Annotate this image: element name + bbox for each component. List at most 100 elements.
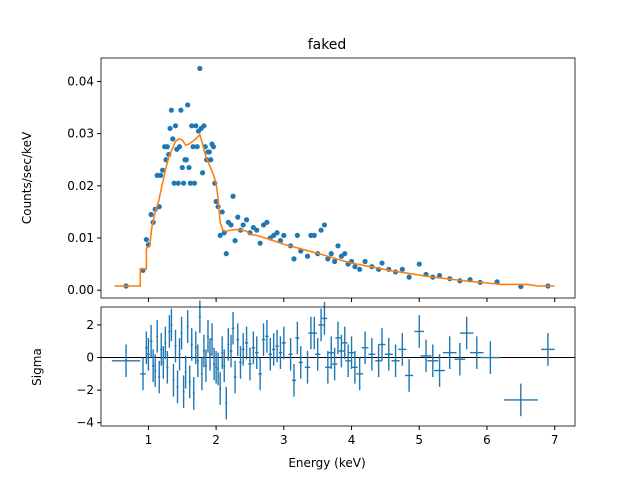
data-point: [210, 144, 217, 150]
data-point: [223, 251, 229, 257]
residual-point: [345, 344, 351, 378]
data-point: [183, 157, 189, 163]
residual-point: [295, 321, 300, 355]
residual-point: [454, 342, 466, 376]
residual-point: [215, 351, 218, 384]
data-point: [199, 170, 206, 176]
residual-point: [361, 331, 369, 365]
bottom-y-axis-label: Sigma: [30, 348, 44, 386]
y-tick-label: 0.04: [67, 74, 94, 88]
residual-point: [541, 333, 555, 366]
residual-point: [225, 386, 228, 420]
residual-point: [180, 316, 183, 350]
residual-point: [217, 352, 220, 386]
y-tick-label: 0.00: [67, 283, 94, 297]
y-tick-label: −4: [76, 416, 94, 430]
residual-point: [198, 300, 201, 334]
residual-point: [258, 357, 262, 391]
model-line: [114, 133, 555, 287]
data-point: [304, 253, 311, 259]
data-point: [335, 243, 341, 249]
residual-point: [321, 302, 328, 335]
data-point: [157, 172, 164, 178]
data-point: [193, 123, 199, 129]
residual-point: [233, 360, 237, 394]
residual-point: [174, 329, 177, 363]
data-point: [187, 180, 193, 186]
residual-point: [278, 336, 283, 369]
residual-point: [166, 351, 169, 384]
data-point: [399, 266, 405, 272]
data-point: [189, 123, 195, 129]
residual-point: [375, 344, 383, 378]
residual-point: [202, 334, 205, 368]
x-tick-label: 7: [551, 433, 559, 447]
data-point: [342, 251, 348, 257]
data-point: [328, 251, 334, 257]
residual-point: [196, 344, 199, 378]
y-tick-label: 2: [86, 318, 94, 332]
residual-point: [251, 331, 256, 365]
data-point: [416, 261, 422, 267]
residual-point: [178, 337, 181, 371]
residual-point: [241, 333, 245, 366]
residual-point: [248, 347, 252, 381]
data-point: [168, 107, 175, 113]
residual-point: [342, 326, 348, 360]
data-point: [194, 144, 200, 150]
data-point: [148, 211, 154, 218]
data-point: [197, 65, 203, 72]
data-point: [240, 222, 246, 228]
residual-point: [275, 329, 279, 363]
residual-point: [304, 351, 311, 384]
x-tick-label: 2: [212, 433, 220, 447]
data-point: [243, 217, 250, 223]
residual-point: [331, 347, 338, 381]
spectrum-axes: 0.00 0.01 0.02 0.03 0.04: [67, 57, 576, 302]
data-point: [181, 180, 187, 186]
residual-point: [206, 320, 210, 353]
data-point: [325, 256, 331, 262]
data-point: [362, 258, 368, 265]
residual-point: [398, 333, 407, 366]
residual-point: [204, 349, 207, 382]
data-point: [201, 123, 207, 129]
data-point: [160, 167, 166, 173]
residual-point: [255, 336, 259, 369]
x-tick-label: 6: [483, 433, 491, 447]
residual-point: [188, 365, 191, 399]
data-point: [167, 125, 173, 132]
data-point: [357, 266, 363, 272]
data-point: [321, 222, 328, 228]
residual-point: [160, 333, 163, 366]
residual-point: [244, 326, 249, 360]
residual-point: [211, 323, 214, 356]
residual-point: [261, 323, 266, 356]
residual-point: [111, 344, 141, 378]
data-point: [219, 209, 225, 215]
residual-point: [145, 331, 148, 365]
residual-point: [239, 346, 242, 379]
data-point: [171, 180, 177, 186]
residual-point: [154, 354, 157, 387]
residual-point: [298, 346, 303, 379]
y-tick-label: −2: [76, 383, 94, 397]
residual-point: [182, 375, 185, 409]
residual-point: [200, 357, 203, 391]
chart-title: faked: [308, 37, 347, 53]
residual-point: [265, 320, 269, 353]
data-point: [254, 227, 260, 233]
top-y-axis-label: Counts/sec/keV: [20, 131, 34, 224]
residual-point: [442, 336, 457, 369]
residual-point: [219, 372, 222, 405]
residual-point: [384, 337, 393, 371]
data-point: [228, 222, 234, 228]
x-tick-label: 5: [415, 433, 423, 447]
residual-point: [480, 341, 501, 374]
residual-point: [325, 351, 331, 384]
data-point: [436, 272, 443, 279]
residual-point: [184, 355, 187, 389]
residual-point: [405, 359, 414, 392]
